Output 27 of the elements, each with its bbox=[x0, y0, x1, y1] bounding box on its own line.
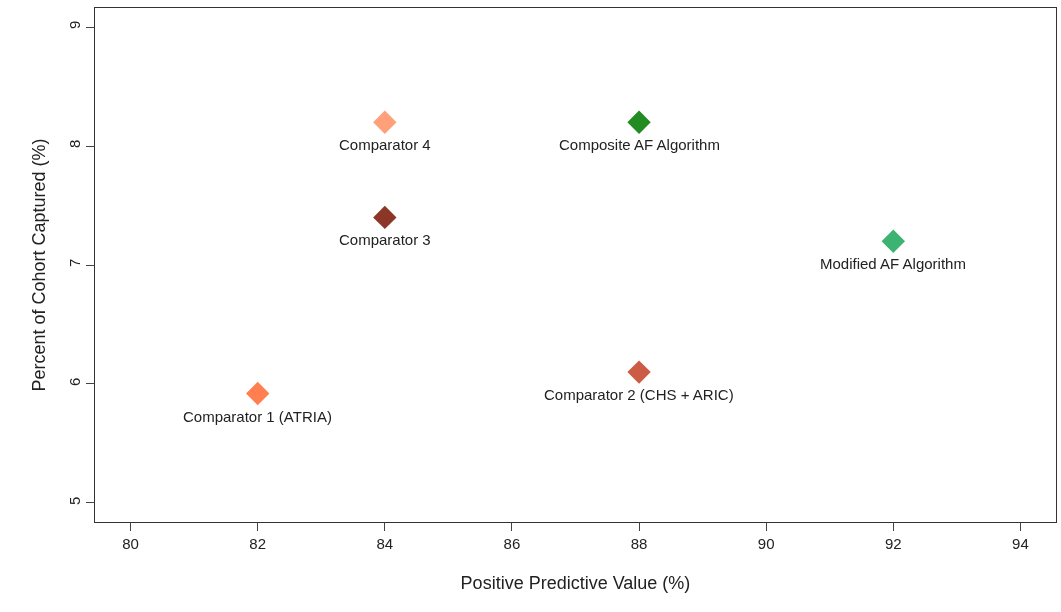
y-tick-label: 7 bbox=[66, 258, 83, 267]
x-tick-label: 90 bbox=[757, 535, 775, 552]
point bbox=[627, 110, 651, 134]
point bbox=[373, 110, 397, 134]
x-tick-label: 80 bbox=[122, 535, 139, 552]
x-tick-label: 84 bbox=[376, 535, 394, 552]
y-tick-label: 9 bbox=[66, 20, 83, 29]
x-tick-label: 94 bbox=[1012, 535, 1029, 552]
x-tick-label: 92 bbox=[884, 535, 902, 552]
y-tick-label: 5 bbox=[66, 496, 83, 505]
x-axis-title: Positive Predictive Value (%) bbox=[460, 573, 691, 594]
y-tick-label: 6 bbox=[66, 377, 83, 386]
point bbox=[627, 360, 651, 384]
y-axis-title: Percent of Cohort Captured (%) bbox=[29, 138, 50, 392]
point bbox=[246, 381, 270, 406]
annotation: Comparator 2 (CHS + ARIC) bbox=[544, 386, 734, 403]
x-tick-label: 82 bbox=[249, 535, 267, 552]
annotation: Modified AF Algorithm bbox=[820, 255, 966, 272]
x-tick-label: 88 bbox=[630, 535, 648, 552]
annotation: Comparator 3 bbox=[339, 231, 431, 248]
x-tick-label: 86 bbox=[503, 535, 521, 552]
point bbox=[373, 205, 397, 230]
point bbox=[881, 229, 905, 253]
annotation: Comparator 1 (ATRIA) bbox=[183, 408, 332, 425]
annotation: Comparator 4 bbox=[339, 136, 431, 153]
annotation: Composite AF Algorithm bbox=[559, 136, 720, 153]
y-tick-label: 8 bbox=[66, 139, 83, 148]
